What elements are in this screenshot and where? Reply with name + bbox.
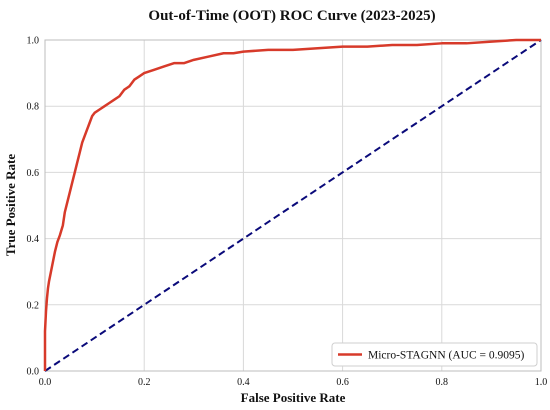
y-axis-label: True Positive Rate — [3, 154, 18, 257]
x-tick-label: 1.0 — [535, 377, 548, 388]
chance-diagonal-line — [44, 39, 542, 372]
grid — [44, 39, 542, 372]
x-tick-label: 0.2 — [138, 377, 151, 388]
legend-label-micro-stagnn: Micro-STAGNN (AUC = 0.9095) — [368, 350, 524, 362]
y-tick-label: 1.0 — [27, 36, 40, 47]
series-layer — [43, 38, 542, 372]
legend: Micro-STAGNN (AUC = 0.9095) — [331, 342, 538, 367]
chart-title: Out-of-Time (OOT) ROC Curve (2023-2025) — [148, 8, 435, 24]
plot-frame — [44, 39, 542, 372]
y-tick-label: 0.2 — [27, 300, 40, 311]
y-tick-label: 0.6 — [27, 168, 40, 179]
x-tick-label: 0.6 — [336, 377, 349, 388]
y-tick-label: 0.4 — [27, 234, 40, 245]
roc-curve-line — [43, 38, 541, 371]
x-tick-label: 0.4 — [237, 377, 250, 388]
x-tick-label: 0.0 — [39, 377, 52, 388]
x-tick-label: 0.8 — [436, 377, 449, 388]
tick-labels: 0.0 0.2 0.4 0.6 0.8 1.0 0.0 0.2 0.4 0.6 0.8 1.0 — [27, 36, 548, 389]
y-tick-label: 0.0 — [27, 367, 40, 378]
legend-box — [331, 342, 538, 367]
y-tick-label: 0.8 — [27, 102, 40, 113]
x-axis-label: False Positive Rate — [241, 390, 346, 405]
